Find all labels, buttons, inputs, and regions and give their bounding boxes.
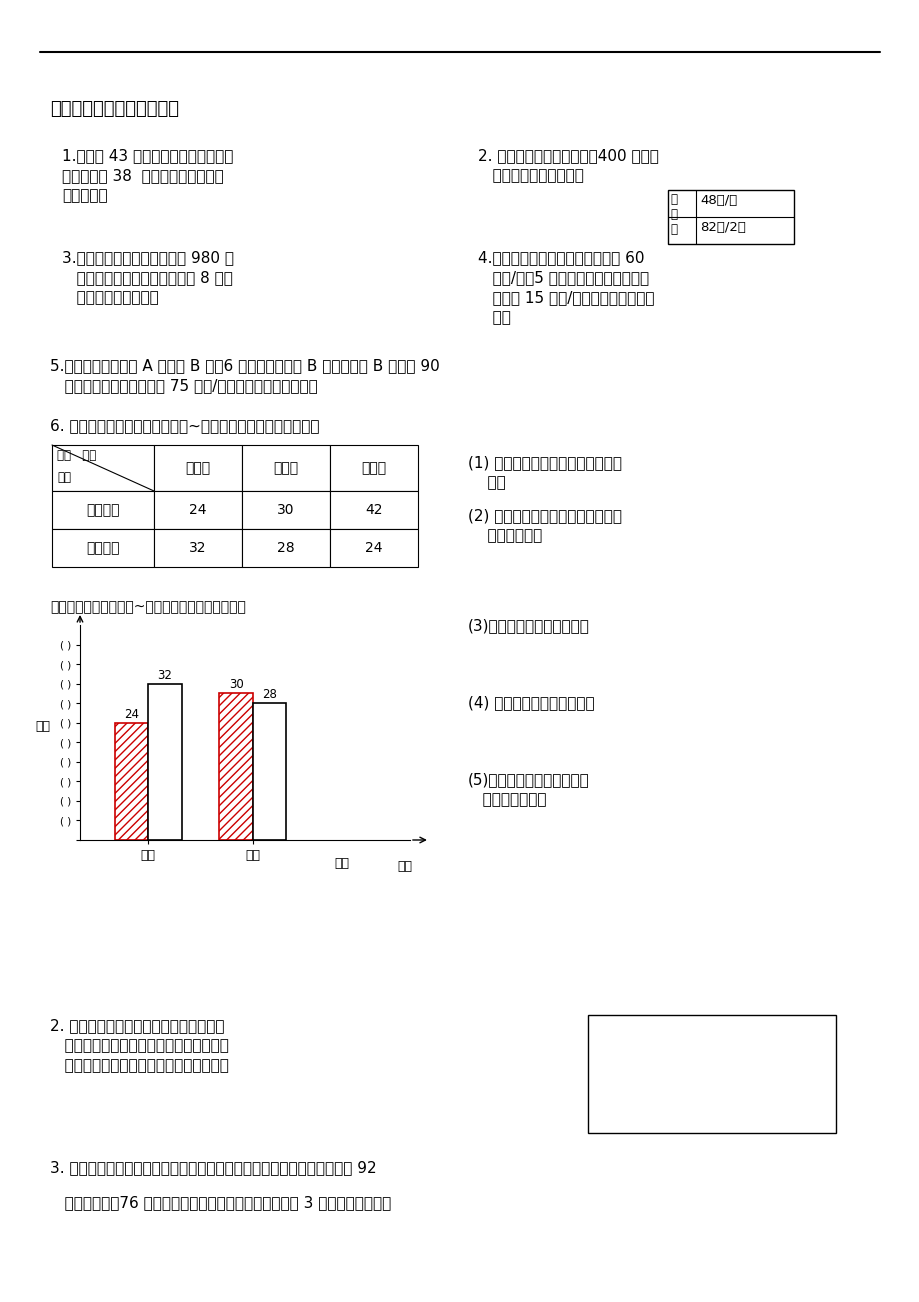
Text: 28: 28 [277, 542, 294, 555]
Bar [115, 723, 148, 840]
Text: (4) 你能提出什么数学问题？: (4) 你能提出什么数学问题？ [468, 695, 594, 710]
Text: 42: 42 [365, 503, 382, 517]
Text: 整。: 整。 [468, 475, 505, 490]
Text: 买几双，还剩多少元？: 买几双，还剩多少元？ [478, 168, 584, 184]
Text: 24: 24 [189, 503, 207, 517]
Bar [153, 491, 242, 529]
Text: 年级: 年级 [397, 859, 412, 872]
Text: 六、认真分析，解决问题。: 六、认真分析，解决问题。 [50, 100, 179, 118]
Bar [253, 703, 286, 840]
Text: 30: 30 [229, 678, 244, 691]
Text: (5)如果你是育华小学学生，: (5)如果你是育华小学学生， [468, 772, 589, 786]
Text: 三年级: 三年级 [186, 461, 210, 475]
Bar [219, 694, 253, 840]
Text: 24: 24 [124, 708, 139, 721]
Text: 32: 32 [157, 669, 172, 682]
Text: 你有什么建议？: 你有什么建议？ [468, 792, 546, 807]
Text: (3)从图中你获得什么信息？: (3)从图中你获得什么信息？ [468, 618, 589, 633]
Text: 2. 你知道吗？菱形的对角线互相垂直且平: 2. 你知道吗？菱形的对角线互相垂直且平 [50, 1018, 224, 1032]
Bar [153, 445, 242, 491]
Bar [148, 684, 181, 840]
Text: 24: 24 [365, 542, 382, 555]
Text: (1) 根据表中的数据把统计图补充完: (1) 根据表中的数据把统计图补充完 [468, 454, 621, 470]
Text: 思齐小学: 思齐小学 [86, 542, 119, 555]
Bar [242, 445, 330, 491]
Text: 时？: 时？ [478, 310, 510, 326]
Text: 3. 春天来了，学校花园里的各种花儿竞相开放，争奇斗艳。已知花园里有 92: 3. 春天来了，学校花园里的各种花儿竞相开放，争奇斗艳。已知花园里有 92 [50, 1160, 376, 1174]
Text: 5.甲、乙两车同时从 A 城开往 B 城，6 小时后甲车到达 B 城，乙车离 B 城还有 90: 5.甲、乙两车同时从 A 城开往 B 城，6 小时后甲车到达 B 城，乙车离 B… [50, 358, 439, 372]
Text: 五年级: 五年级 [361, 461, 386, 475]
Text: 4.一辆汽车从甲地开往乙地速度是 60: 4.一辆汽车从甲地开往乙地速度是 60 [478, 250, 644, 266]
Text: 育华小学和思齐小学三~五年级近视学生人数统计图: 育华小学和思齐小学三~五年级近视学生人数统计图 [50, 600, 245, 615]
Text: 一个菱形，并把折痕画在右边的图形中。: 一个菱形，并把折痕画在右边的图形中。 [50, 1059, 229, 1073]
Text: 千克，已知甲车的速度是 75 千米/时，乙车的速度是多少？: 千克，已知甲车的速度是 75 千米/时，乙车的速度是多少？ [50, 378, 317, 393]
Text: 大约能吃几只害虫？: 大约能吃几只害虫？ [62, 290, 159, 305]
Text: 数有多少人？: 数有多少人？ [468, 529, 541, 543]
Bar [667, 190, 793, 243]
Text: 育华小学: 育华小学 [86, 503, 119, 517]
Text: 32: 32 [189, 542, 207, 555]
Text: 四年级: 四年级 [273, 461, 299, 475]
Bar [242, 491, 330, 529]
Bar [330, 491, 417, 529]
Text: 害虫，照这样计算，这只青蛙 8 月份: 害虫，照这样计算，这只青蛙 8 月份 [62, 270, 233, 285]
Bar [52, 529, 153, 566]
Text: 3.一只青蛙一个星期大约能吃 980 只: 3.一只青蛙一个星期大约能吃 980 只 [62, 250, 233, 266]
Text: 备多少钱？: 备多少钱？ [62, 187, 108, 203]
Bar [52, 445, 153, 491]
Text: 1.合唱队 43 人坐车到火山岛参观，车: 1.合唱队 43 人坐车到火山岛参观，车 [62, 148, 233, 163]
Text: 6. 下表是育华小学和思齐小学三~五年级近视学生人数统计表。: 6. 下表是育华小学和思齐小学三~五年级近视学生人数统计表。 [50, 418, 319, 434]
Text: 30: 30 [277, 503, 294, 517]
Bar [153, 529, 242, 566]
Text: 人数   年级: 人数 年级 [57, 449, 96, 462]
Text: 票、门票各 38  元，估一估，应该准: 票、门票各 38 元，估一估，应该准 [62, 168, 223, 184]
Text: (2) 思齐小学平均每个年级近视的人: (2) 思齐小学平均每个年级近视的人 [468, 508, 621, 523]
Bar [587, 1016, 835, 1133]
Bar [52, 491, 153, 529]
Text: 学校: 学校 [57, 471, 71, 484]
Text: 千米/时，5 小时达到。返回时速度比: 千米/时，5 小时达到。返回时速度比 [478, 270, 649, 285]
Text: 五年: 五年 [334, 857, 349, 870]
Text: 去时快 15 千米/时，返回时只需几小: 去时快 15 千米/时，返回时只需几小 [478, 290, 653, 305]
Bar [242, 529, 330, 566]
Text: 28: 28 [262, 689, 277, 702]
Text: 分，根据这一特点在一张长方形纸上折出: 分，根据这一特点在一张长方形纸上折出 [50, 1038, 229, 1053]
Text: 运
动
鞋: 运 动 鞋 [669, 193, 676, 236]
Bar [330, 529, 417, 566]
Bar [330, 445, 417, 491]
Text: 盆不是兰花，76 盆不是牡丹花，牡丹花的盆数是兰花的 3 倍。学校花园里共: 盆不是兰花，76 盆不是牡丹花，牡丹花的盆数是兰花的 3 倍。学校花园里共 [50, 1195, 391, 1210]
Y-axis label: 人数: 人数 [36, 720, 51, 733]
Text: 82元/2双: 82元/2双 [699, 221, 745, 234]
Text: 2. 李教练给队员买运动鞋，400 元最多: 2. 李教练给队员买运动鞋，400 元最多 [478, 148, 658, 163]
Text: 48元/双: 48元/双 [699, 194, 736, 207]
